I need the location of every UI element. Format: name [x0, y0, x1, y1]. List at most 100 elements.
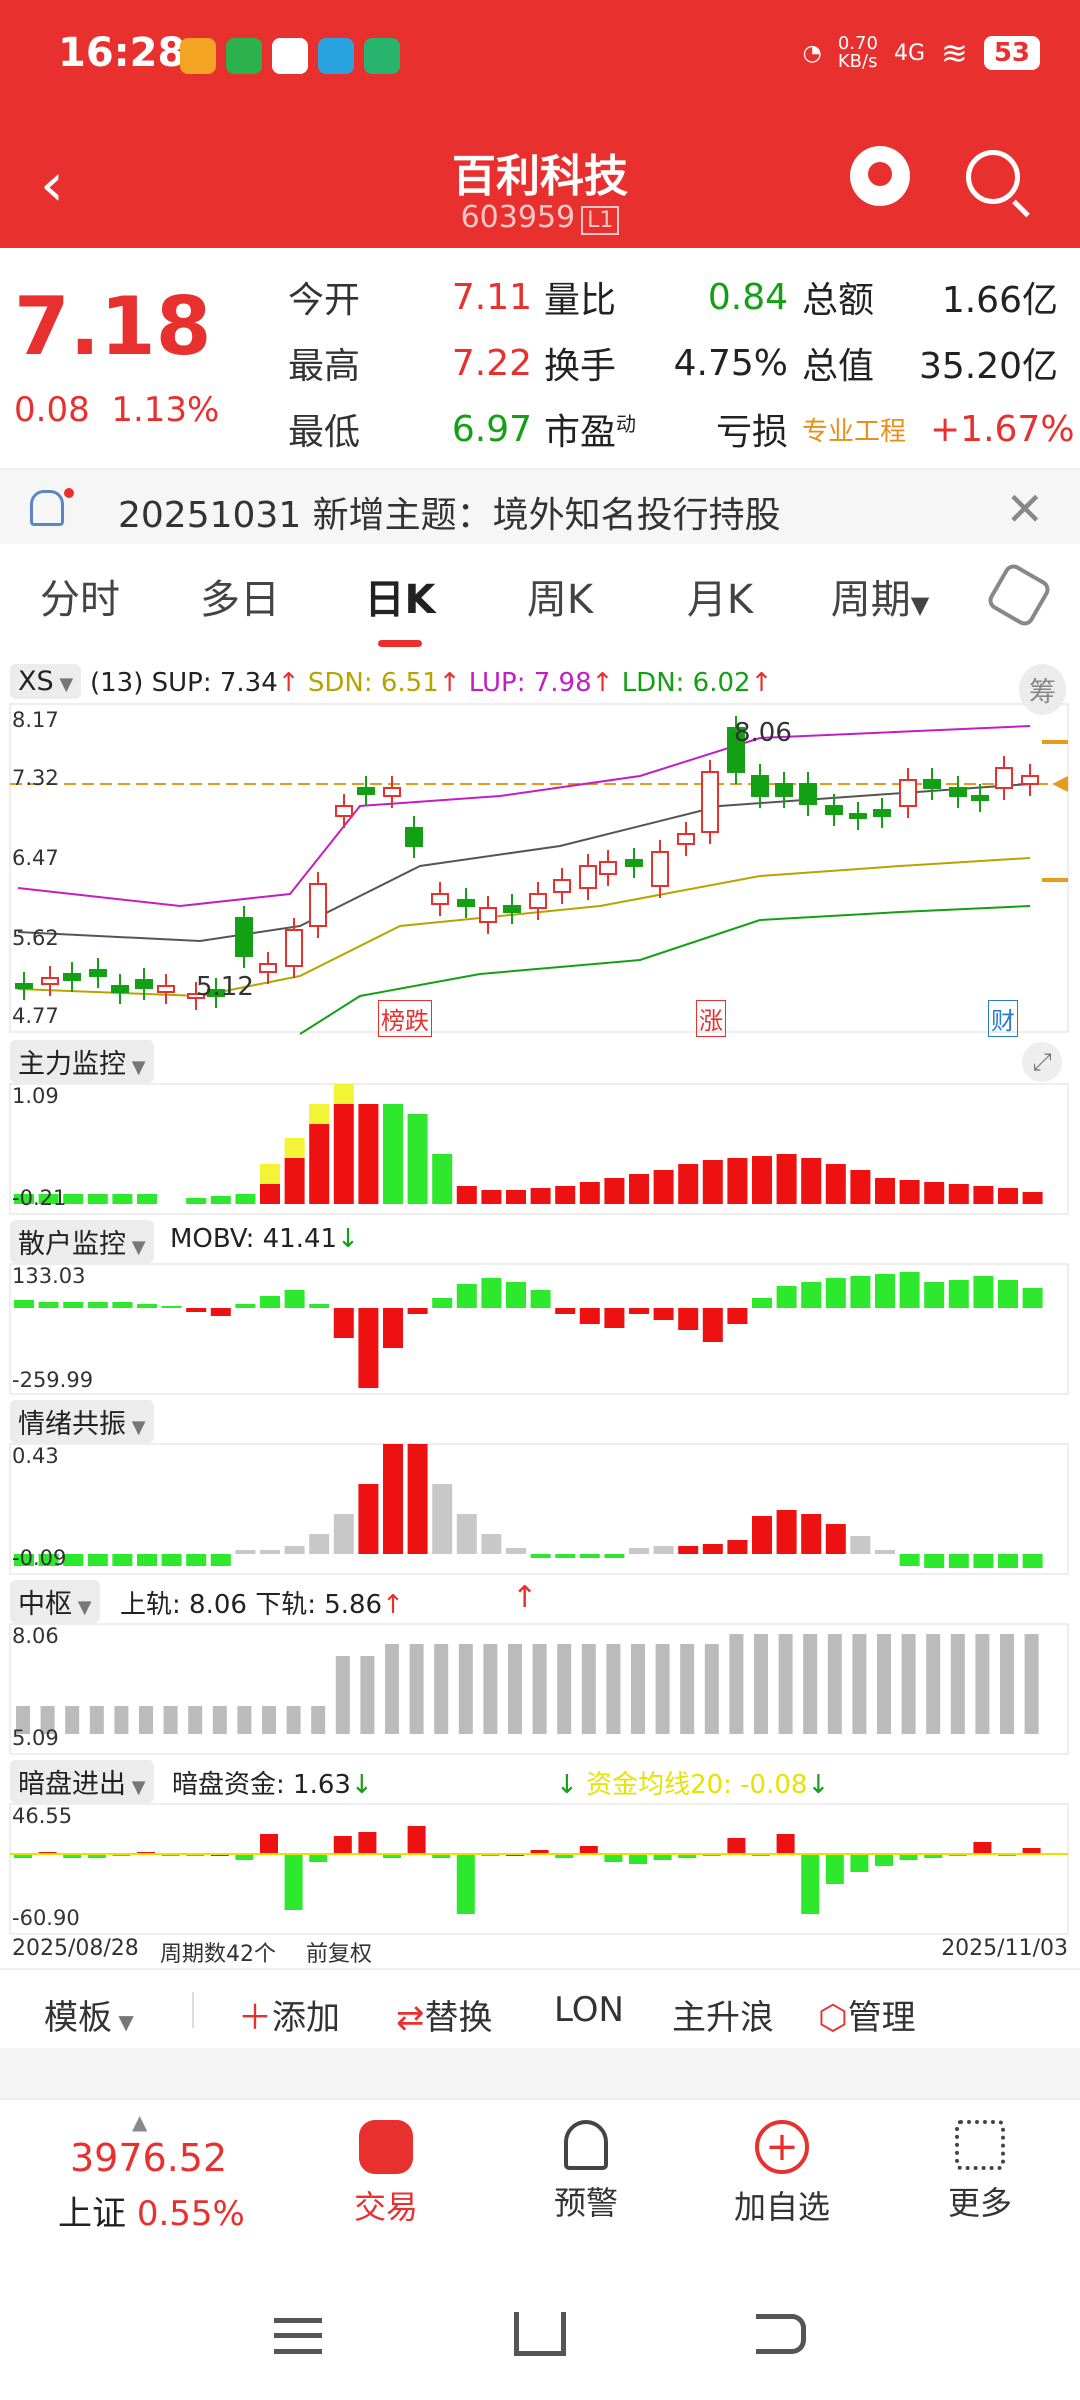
retail-bar	[579, 1308, 600, 1324]
retail-selector[interactable]: 散户监控 ▼	[10, 1220, 154, 1263]
index-name[interactable]: 上证 0.55%	[58, 2186, 245, 2235]
tab-multiday[interactable]: 多日	[200, 577, 280, 623]
pe-label: 市盈动	[544, 403, 654, 455]
kline-chart-svg[interactable]	[0, 656, 1080, 1966]
status-bar: 16:28 ◔ 0.70 KB/s 4G ≋ 53	[0, 0, 1080, 112]
date-end: 2025/11/03	[941, 1936, 1068, 1961]
pivot-bands: 上轨: 8.06 下轨: 5.86↑	[120, 1584, 404, 1621]
pivot-bar	[212, 1706, 227, 1734]
dark-pool-bar	[260, 1834, 278, 1854]
add-button[interactable]: ＋添加	[238, 1990, 340, 2039]
pivot-bar	[1000, 1634, 1014, 1734]
amount-value: 1.66亿	[941, 280, 1058, 321]
main-force-bar	[14, 1194, 34, 1204]
theme-notice[interactable]: 20251031 新增主题：境外知名投行持股 ✕	[0, 468, 1080, 544]
event-tag-finance[interactable]: 财	[988, 1000, 1018, 1037]
main-force-cap	[333, 1084, 354, 1104]
emotion-bottom: -0.09	[12, 1546, 67, 1570]
pivot-selector[interactable]: 中枢 ▼	[10, 1580, 100, 1623]
emotion-bar	[87, 1554, 108, 1566]
candle-body	[357, 787, 375, 795]
vol-ratio-label: 量比	[544, 280, 617, 321]
retail-bar	[825, 1278, 846, 1308]
watchlist-tab[interactable]: + 加自选	[702, 2120, 862, 2228]
vol-ratio-value: 0.84	[707, 276, 788, 318]
back-icon[interactable]	[756, 2314, 806, 2354]
marker	[1042, 878, 1068, 882]
tab-intraday[interactable]: 分时	[40, 577, 120, 623]
candle-body	[923, 779, 941, 789]
menu-icon[interactable]	[274, 2318, 322, 2354]
tab-daily-k[interactable]: 日K	[320, 567, 480, 647]
emotion-bar	[604, 1554, 625, 1558]
main-force-bar	[653, 1170, 674, 1204]
candle-body	[579, 865, 597, 889]
tab-period[interactable]: 周期▼	[800, 567, 960, 625]
retail-bar	[899, 1272, 920, 1308]
trade-tab[interactable]: 交易	[306, 2120, 466, 2228]
trade-label: 交易	[353, 2188, 418, 2226]
system-nav-bar	[0, 2282, 1080, 2400]
replace-button[interactable]: ⇄替换	[396, 1990, 493, 2039]
dark-pool-bar	[555, 1854, 574, 1858]
adjust-mode[interactable]: 前复权	[306, 1942, 373, 1967]
panel-frame	[9, 1083, 1069, 1215]
index-value[interactable]: 3976.52	[70, 2136, 228, 2180]
search-icon[interactable]	[966, 150, 1020, 204]
tab-weekly-k[interactable]: 周K	[526, 577, 594, 623]
date-start: 2025/08/28	[12, 1936, 139, 1961]
pivot-bar	[163, 1706, 178, 1734]
assistant-robot-icon[interactable]	[850, 146, 910, 206]
emotion-bar	[161, 1554, 182, 1566]
pivot-bar	[262, 1706, 276, 1734]
expand-icon[interactable]: ⤢	[1022, 1042, 1062, 1082]
kline-axis-3: 6.47	[12, 846, 59, 870]
band-line	[17, 783, 1031, 943]
retail-top: 133.03	[12, 1264, 86, 1288]
alert-tab[interactable]: 预警	[506, 2120, 666, 2224]
xs-indicator-selector[interactable]: XS ▼	[10, 664, 82, 699]
low-label: 最低	[288, 412, 361, 453]
pivot-bar	[139, 1706, 153, 1734]
back-arrow-icon[interactable]: ‹	[40, 150, 64, 220]
pivot-bar	[803, 1634, 818, 1734]
dark-fund-label: 暗盘资金: 1.63↓	[172, 1764, 373, 1801]
emotion-bar	[112, 1554, 133, 1566]
candle-body	[751, 775, 769, 797]
lon-button[interactable]: LON	[554, 1990, 624, 2030]
retail-bar	[87, 1302, 108, 1308]
battery-level: 53	[983, 36, 1040, 70]
dark-pool-bar	[973, 1842, 992, 1854]
dark-fund-value: 暗盘资金: 1.63	[172, 1770, 351, 1800]
settings-hex-icon[interactable]	[984, 560, 1054, 630]
dark-pool-bar	[407, 1826, 426, 1854]
sector-label[interactable]: 专业工程	[802, 416, 907, 447]
more-tab[interactable]: 更多	[900, 2120, 1060, 2224]
emotion-bar	[333, 1514, 354, 1554]
main-wave-button[interactable]: 主升浪	[672, 1998, 774, 2038]
retail-bar	[604, 1308, 625, 1328]
candle-body	[457, 899, 475, 907]
main-force-bar	[383, 1104, 403, 1204]
emotion-bar	[260, 1550, 280, 1554]
main-force-selector[interactable]: 主力监控 ▼	[10, 1040, 154, 1083]
event-tag-drop[interactable]: 榜跌	[378, 1000, 432, 1037]
manage-button[interactable]: ⬡管理	[818, 1990, 916, 2039]
chart-area[interactable]: XS ▼ (13) SUP: 7.34↑ SDN: 6.51↑ LUP: 7.9…	[0, 656, 1080, 1967]
event-tag-rise[interactable]: 涨	[696, 1000, 726, 1037]
emotion-selector[interactable]: 情绪共振 ▼	[10, 1400, 154, 1443]
candle-body	[259, 963, 277, 973]
open-label: 今开	[288, 280, 361, 321]
emotion-bar	[383, 1444, 403, 1554]
chip-button[interactable]: 筹	[1019, 664, 1066, 715]
quote-row: 今开 7.11 量比 0.84 总额 1.66亿	[288, 264, 1068, 330]
emotion-bar	[948, 1554, 969, 1568]
chevron-down-icon: ▼	[112, 2010, 134, 2034]
dark-pool-selector[interactable]: 暗盘进出 ▼	[10, 1760, 154, 1803]
tab-monthly-k[interactable]: 月K	[686, 577, 754, 623]
dark-pool-bar	[875, 1854, 893, 1866]
close-icon[interactable]: ✕	[1005, 482, 1044, 536]
home-icon[interactable]	[514, 2312, 566, 2356]
fund-avg-value: 资金均线20: -0.08	[586, 1770, 808, 1800]
template-button[interactable]: 模板 ▼	[44, 1990, 134, 2039]
